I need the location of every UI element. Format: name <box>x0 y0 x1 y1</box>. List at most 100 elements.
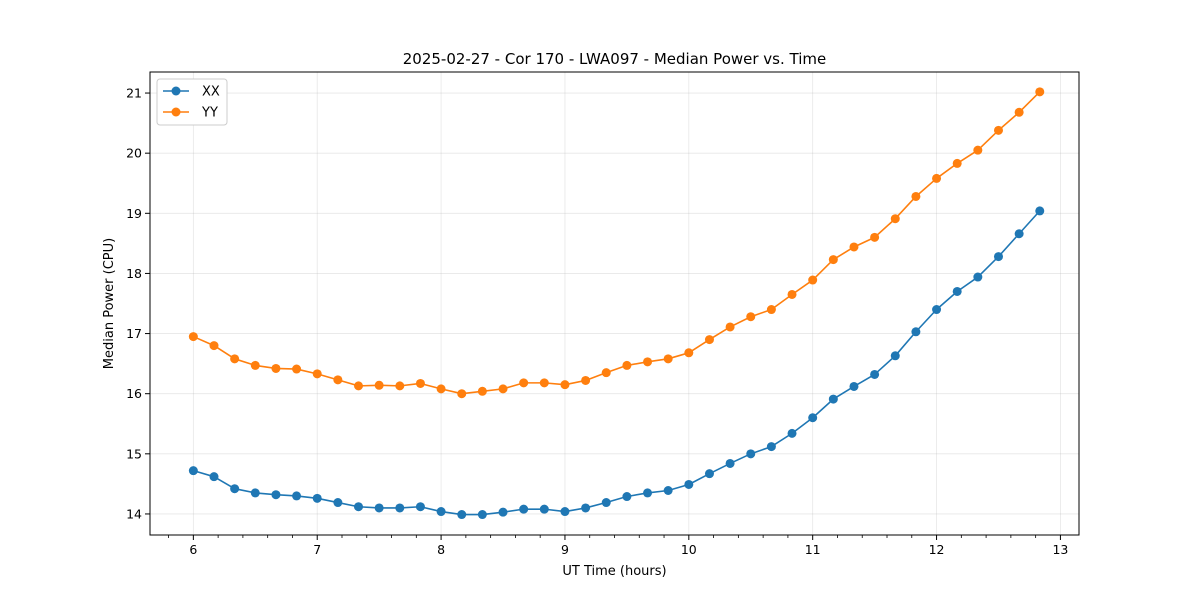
data-point-xx <box>1035 206 1045 216</box>
grid-lines <box>150 72 1079 535</box>
data-point-xx <box>601 498 611 508</box>
data-point-xx <box>436 507 446 517</box>
data-point-xx <box>519 504 529 514</box>
data-point-yy <box>952 158 962 168</box>
data-point-yy <box>292 364 302 374</box>
data-point-xx <box>973 272 983 282</box>
data-point-yy <box>477 386 487 396</box>
data-point-xx <box>292 491 302 501</box>
data-point-yy <box>766 305 776 315</box>
y-tick-label: 15 <box>126 446 142 461</box>
data-point-yy <box>519 378 529 388</box>
x-axis-label: UT Time (hours) <box>562 564 666 579</box>
legend-label-yy: YY <box>201 106 218 121</box>
data-point-xx <box>746 449 756 459</box>
series-layer <box>188 87 1045 520</box>
y-axis-label: Median Power (CPU) <box>102 238 117 369</box>
data-point-yy <box>395 381 405 391</box>
data-point-xx <box>870 369 880 379</box>
data-point-xx <box>333 498 343 508</box>
x-tick-label: 10 <box>681 542 697 557</box>
data-point-xx <box>457 510 467 520</box>
x-tick-label: 6 <box>189 542 197 557</box>
legend-label-xx: XX <box>202 85 220 100</box>
y-tick-label: 21 <box>126 86 142 101</box>
data-point-yy <box>849 242 859 252</box>
legend-marker-yy <box>171 107 181 117</box>
x-tick-label: 12 <box>929 542 945 557</box>
data-point-yy <box>1035 87 1045 97</box>
data-point-yy <box>1014 107 1024 117</box>
data-point-yy <box>457 389 467 399</box>
data-point-yy <box>581 375 591 385</box>
data-point-yy <box>932 173 942 183</box>
x-tick-label: 9 <box>561 542 569 557</box>
data-point-xx <box>560 507 570 517</box>
data-point-yy <box>684 348 694 358</box>
data-point-xx <box>828 394 838 404</box>
data-point-yy <box>560 380 570 390</box>
data-point-yy <box>374 380 384 390</box>
data-point-xx <box>663 486 673 495</box>
data-point-xx <box>209 472 219 482</box>
data-point-yy <box>993 125 1003 135</box>
legend-marker-xx <box>171 86 181 96</box>
data-point-xx <box>581 503 591 513</box>
data-point-yy <box>622 360 632 370</box>
data-point-yy <box>250 360 260 370</box>
data-point-yy <box>415 378 425 388</box>
data-point-yy <box>188 332 198 342</box>
data-point-xx <box>643 488 653 498</box>
data-point-yy <box>746 312 756 322</box>
data-point-yy <box>271 363 281 373</box>
data-point-xx <box>415 502 425 512</box>
data-point-xx <box>704 469 714 479</box>
data-point-xx <box>374 503 384 513</box>
y-tick-label: 14 <box>126 506 142 521</box>
axis-ticks: 6 7 8 9 10 11 12 13 14 15 16 17 18 19 20 21 <box>126 86 1068 557</box>
x-tick-label: 13 <box>1052 542 1068 557</box>
data-point-xx <box>312 493 322 503</box>
data-point-yy <box>643 357 653 367</box>
data-point-xx <box>993 252 1003 262</box>
chart-title: 2025-02-27 - Cor 170 - LWA097 - Median P… <box>403 50 827 68</box>
data-point-xx <box>539 504 549 514</box>
data-point-yy <box>312 369 322 379</box>
data-point-xx <box>890 351 900 361</box>
data-point-xx <box>911 327 921 337</box>
legend: XX YY <box>156 78 228 126</box>
data-point-yy <box>808 275 818 285</box>
data-point-xx <box>725 458 735 468</box>
data-point-xx <box>271 490 281 500</box>
data-point-yy <box>663 354 673 364</box>
data-point-xx <box>477 510 487 520</box>
data-point-xx <box>808 413 818 423</box>
data-point-yy <box>333 375 343 385</box>
data-point-yy <box>787 289 797 299</box>
data-point-xx <box>849 381 859 391</box>
data-point-yy <box>436 384 446 394</box>
data-point-yy <box>870 232 880 242</box>
data-point-yy <box>498 384 508 394</box>
data-point-xx <box>684 479 694 489</box>
data-point-yy <box>539 378 549 388</box>
y-tick-label: 20 <box>126 146 142 161</box>
data-point-xx <box>766 442 776 452</box>
data-point-xx <box>354 502 363 512</box>
x-tick-label: 11 <box>805 542 821 557</box>
data-point-yy <box>209 341 219 351</box>
y-tick-label: 19 <box>126 206 142 221</box>
data-point-yy <box>725 322 735 332</box>
data-point-xx <box>1014 229 1024 239</box>
data-point-xx <box>250 488 260 498</box>
data-point-xx <box>787 428 797 438</box>
x-tick-label: 8 <box>437 542 445 557</box>
x-tick-label: 7 <box>313 542 321 557</box>
data-point-xx <box>622 492 632 502</box>
data-point-yy <box>704 335 714 345</box>
plot-area: 6 7 8 9 10 11 12 13 14 15 16 17 18 19 20 21 <box>126 71 1080 557</box>
data-point-yy <box>828 255 838 265</box>
data-point-yy <box>973 145 983 155</box>
y-tick-label: 16 <box>126 386 142 401</box>
